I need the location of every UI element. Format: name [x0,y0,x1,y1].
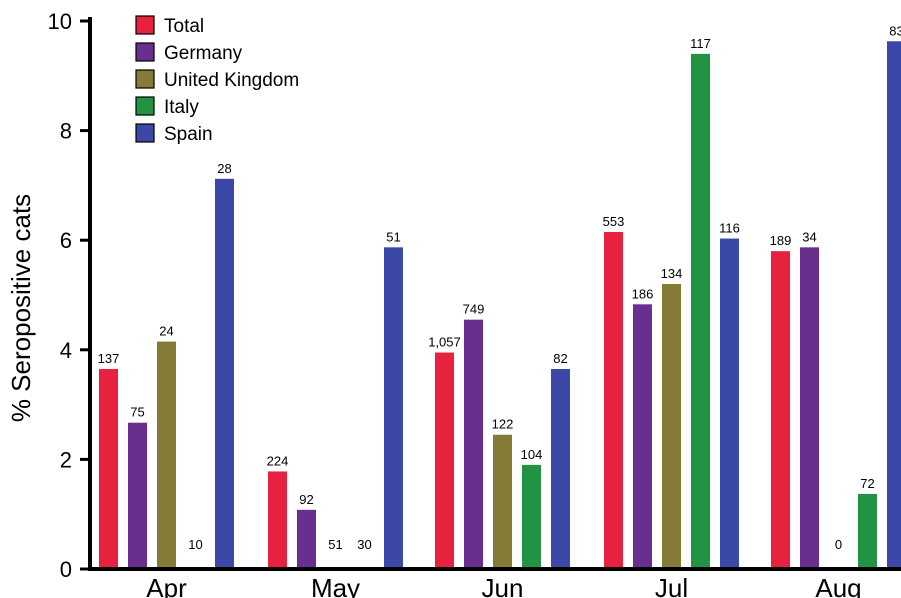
data-label: 104 [521,447,543,462]
bar-spain-may [384,247,403,569]
data-label: 28 [217,161,231,176]
bar-germany-jun [464,319,483,569]
data-label: 75 [130,405,144,420]
data-label: 82 [553,351,567,366]
legend-swatch-germany [135,42,155,62]
bar-germany-apr [128,422,147,569]
bar-spain-jun [551,368,570,569]
legend-swatch-united-kingdom [135,69,155,89]
data-label: 30 [357,537,371,552]
data-label: 224 [267,453,289,468]
bar-italy-aug [858,493,877,569]
bar-united-kingdom-apr [157,341,176,569]
y-ticks-group: 0 2 4 6 8 10 [48,9,90,582]
y-tick-label: 4 [60,338,72,363]
bar-spain-jul [720,238,739,569]
legend-label-united-kingdom: United Kingdom [164,70,299,91]
x-tick-label-jun: Jun [482,573,524,598]
legend-swatch-total [135,15,155,35]
bar-spain-aug [887,41,901,569]
x-tick-label-may: May [311,573,360,598]
data-label: 116 [719,221,740,236]
bar-total-aug [771,251,790,569]
data-label: 0 [835,537,842,552]
data-label: 137 [98,351,120,366]
x-tick-label-jul: Jul [655,573,688,598]
data-label: 24 [159,324,173,339]
x-tick-label-apr: Apr [146,573,187,598]
data-label: 51 [328,537,342,552]
legend-swatch-italy [135,96,155,116]
legend-label-italy: Italy [164,97,199,118]
x-ticks-group: Apr May Jun Jul Aug [146,573,861,598]
bar-united-kingdom-jul [662,284,681,569]
y-tick-label: 6 [60,228,72,253]
data-labels-group: 137 75 24 10 28 224 92 51 30 51 1,057 749 122 104 82 55… [98,23,901,552]
data-label: 34 [802,229,816,244]
data-label: 122 [492,417,514,432]
legend: Total Germany United Kingdom Italy Spain [135,15,299,145]
bar-total-may [268,471,287,569]
data-label: 51 [386,229,400,244]
bar-germany-may [297,509,316,569]
legend-swatch-spain [135,123,155,143]
data-label: 1,057 [428,335,461,350]
data-label: 186 [632,286,654,301]
bar-united-kingdom-jun [493,434,512,569]
y-tick-label: 10 [48,9,72,34]
legend-label-germany: Germany [164,43,243,64]
data-label: 749 [463,302,485,317]
data-label: 189 [770,233,792,248]
data-label: 72 [860,476,874,491]
bar-italy-jun [522,464,541,569]
legend-label-spain: Spain [164,124,213,145]
data-label: 92 [299,492,313,507]
data-label: 553 [603,214,625,229]
data-label: 117 [690,36,711,51]
y-tick-label: 0 [60,557,72,582]
bar-total-jul [604,231,623,570]
x-tick-label-aug: Aug [815,573,861,598]
bar-total-jun [435,352,454,569]
data-label: 134 [661,266,683,281]
bar-germany-aug [800,247,819,569]
bar-total-apr [99,368,118,569]
legend-label-total: Total [164,16,204,37]
bar-germany-jul [633,304,652,569]
y-tick-label: 8 [60,119,72,144]
y-axis-title: % Seropositive cats [6,194,36,422]
bars-group [99,41,901,570]
bar-spain-apr [215,178,234,569]
data-label: 83 [889,23,901,38]
y-tick-label: 2 [60,447,72,472]
bar-italy-jul [691,53,710,569]
data-label: 10 [188,537,202,552]
